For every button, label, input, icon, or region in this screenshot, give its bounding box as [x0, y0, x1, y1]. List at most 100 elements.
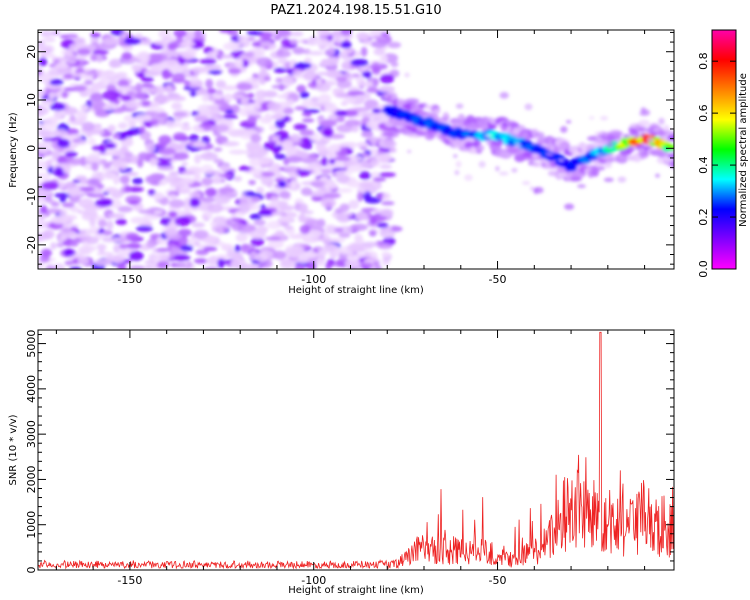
heatmap-cell [171, 152, 189, 161]
heatmap-cell [69, 114, 76, 122]
heatmap-cell [530, 186, 535, 192]
heatmap-cell [382, 131, 395, 137]
heatmap-cell [329, 144, 341, 153]
heatmap-cell [361, 130, 374, 138]
heatmap-cell [89, 92, 104, 103]
heatmap-cell [204, 64, 222, 70]
heatmap-cell [164, 228, 179, 238]
heatmap-cell [249, 167, 266, 172]
heatmap-cell [76, 117, 85, 124]
heatmap-cell [249, 230, 267, 239]
heatmap-cell [451, 124, 457, 129]
heatmap-cell [213, 132, 222, 137]
heatmap-cell [234, 244, 241, 253]
heatmap-cell [69, 266, 82, 269]
heatmap-cell [149, 157, 158, 167]
heatmap-cell [425, 133, 435, 141]
heatmap-cell [285, 146, 300, 153]
heatmap-cell [123, 37, 142, 45]
heatmap-cell [455, 160, 462, 168]
heatmap-cell [271, 84, 289, 90]
heatmap-cell [173, 132, 187, 141]
heatmap-cell [133, 92, 147, 100]
heatmap-cell [264, 76, 271, 82]
heatmap-cell [332, 88, 345, 93]
heatmap-cell [301, 112, 312, 117]
heatmap-cell [271, 211, 283, 216]
heatmap-cell [312, 180, 324, 188]
heatmap-cell [201, 94, 210, 103]
heatmap-cell [146, 239, 157, 249]
heatmap-cell [187, 79, 204, 89]
heatmap-cell [239, 204, 251, 214]
heatmap-cell [322, 128, 333, 138]
heatmap-cell [329, 237, 346, 243]
heatmap-cell [524, 103, 533, 111]
heatmap-cell [121, 51, 133, 61]
heatmap-cell [236, 82, 253, 91]
heatmap-cell [299, 224, 311, 235]
heatmap-cell [85, 208, 98, 218]
heatmap-cell [225, 109, 234, 114]
heatmap-cell [591, 165, 606, 171]
heatmap-cell [371, 159, 378, 165]
heatmap-cell [323, 192, 342, 199]
heatmap-cell [558, 158, 564, 162]
heatmap-cell [90, 32, 101, 38]
heatmap-cell [41, 122, 57, 131]
heatmap-cell [49, 102, 66, 111]
heatmap-cell [347, 164, 364, 173]
heatmap-cell [57, 138, 70, 148]
heatmap-cell [356, 142, 369, 148]
heatmap-cell [109, 60, 120, 69]
heatmap-cell [84, 79, 94, 86]
heatmap-cell [260, 40, 274, 48]
heatmap-cell [453, 154, 458, 158]
heatmap-cell [80, 104, 89, 110]
heatmap-cell [379, 54, 388, 64]
heatmap-cell [56, 62, 69, 69]
heatmap-cell [604, 161, 612, 169]
heatmap-cell [86, 192, 105, 198]
heatmap-cell [50, 242, 57, 250]
heatmap-cell [231, 222, 246, 232]
line-y-axis-label: SNR (10 * v/v) [8, 414, 19, 485]
heatmap-cell [207, 170, 222, 176]
heatmap-cell [59, 34, 70, 39]
heatmap-cell [390, 61, 399, 68]
heatmap-cell [323, 230, 330, 239]
heatmap-cell [48, 91, 56, 101]
heatmap-cell [75, 175, 87, 181]
heatmap-cell [355, 77, 364, 84]
heatmap-cell [261, 171, 275, 177]
heatmap-cell [132, 177, 144, 185]
heatmap-cell [387, 41, 402, 49]
heatmap-cell [361, 112, 374, 119]
heatmap-cell [118, 151, 126, 160]
heatmap-cell [121, 95, 132, 101]
heatmap-cell [145, 142, 156, 153]
heatmap-cell [276, 94, 290, 99]
heatmap-cell [50, 215, 68, 225]
heatmap-cell [377, 222, 389, 229]
heatmap-cell [343, 212, 353, 217]
heatmap-cell [340, 41, 352, 49]
heatmap-cell [199, 58, 217, 65]
heatmap-cell [194, 30, 203, 38]
colorbar: 0.0 0.2 0.4 0.6 0.8 Normalized spectral ampl… [697, 29, 749, 278]
heatmap-cell [190, 75, 199, 83]
heatmap-cell [104, 187, 119, 193]
heatmap-cell [310, 96, 320, 103]
heatmap-cell [244, 129, 258, 135]
heatmap-cell [250, 134, 262, 143]
heatmap-cell [556, 145, 564, 149]
heatmap-cell [135, 82, 143, 93]
heatmap-cell [334, 247, 341, 255]
heatmap-cell [77, 209, 84, 214]
heatmap-cell [368, 230, 377, 237]
heatmap-cell [77, 48, 91, 56]
heatmap-cell [267, 238, 284, 249]
heatmap-cell [174, 261, 187, 269]
x-tick-label: -100 [301, 273, 326, 286]
colorbar-tick-label: 0.6 [697, 104, 710, 122]
